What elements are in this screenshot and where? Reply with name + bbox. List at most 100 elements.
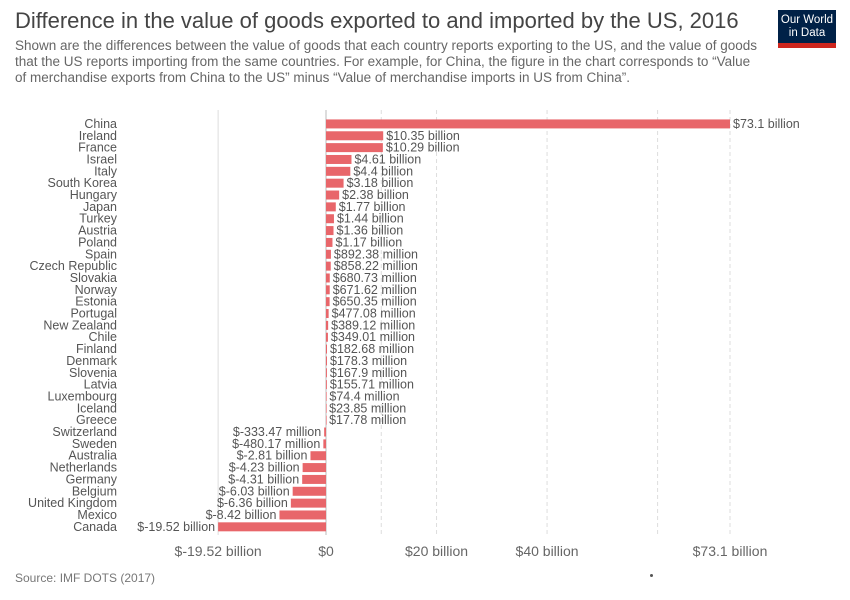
- bar: [326, 178, 344, 188]
- bar: [326, 190, 340, 200]
- category-label: Poland: [78, 235, 117, 249]
- value-label: $17.78 million: [329, 413, 406, 427]
- value-label: $178.3 million: [330, 354, 407, 368]
- x-tick-label: $0: [318, 543, 334, 559]
- bar: [326, 344, 328, 354]
- bar: [326, 119, 730, 129]
- bar-chart: $-19.52 billion $0 $20 billion $40 billion $…: [28, 110, 800, 559]
- bar: [326, 332, 328, 342]
- bar: [302, 463, 326, 473]
- value-label: $-8.42 billion: [206, 508, 277, 522]
- bar: [326, 214, 334, 224]
- bar: [279, 510, 326, 520]
- bar: [292, 486, 326, 496]
- bar: [326, 273, 330, 283]
- value-label: $23.85 million: [329, 401, 406, 415]
- bar: [326, 285, 330, 295]
- category-label: Norway: [75, 283, 118, 297]
- category-label: Italy: [94, 164, 118, 178]
- category-label: Spain: [85, 247, 117, 261]
- bar: [218, 522, 326, 532]
- value-label: $10.29 billion: [386, 141, 460, 155]
- value-label: $-333.47 million: [233, 425, 321, 439]
- chart-subtitle: Shown are the differences between the va…: [15, 38, 757, 85]
- bar: [326, 131, 384, 141]
- value-label: $4.4 billion: [353, 164, 413, 178]
- category-label: Austria: [78, 224, 117, 238]
- category-label: United Kingdom: [28, 496, 117, 510]
- category-label: Mexico: [77, 508, 117, 522]
- value-label: $389.12 million: [331, 318, 415, 332]
- value-label: $182.68 million: [330, 342, 414, 356]
- category-label: Hungary: [70, 188, 118, 202]
- category-label: Latvia: [84, 378, 117, 392]
- value-label: $74.4 million: [329, 389, 399, 403]
- bar: [302, 474, 326, 484]
- bar: [326, 356, 327, 366]
- category-label: Ireland: [79, 129, 117, 143]
- value-label: $-6.03 billion: [219, 484, 290, 498]
- category-label: Sweden: [72, 437, 117, 451]
- bar: [326, 309, 329, 319]
- bar: [326, 415, 327, 425]
- value-label: $4.61 billion: [354, 152, 421, 166]
- category-label: Chile: [89, 330, 118, 344]
- source-note: Source: IMF DOTS (2017): [15, 571, 156, 585]
- x-tick-label: $73.1 billion: [693, 543, 768, 559]
- category-label: New Zealand: [43, 318, 117, 332]
- category-label: Belgium: [72, 484, 117, 498]
- value-label: $-6.36 billion: [217, 496, 288, 510]
- category-label: Australia: [68, 449, 117, 463]
- value-label: $892.38 million: [334, 247, 418, 261]
- value-label: $349.01 million: [331, 330, 415, 344]
- bar: [326, 391, 327, 401]
- category-label: Denmark: [66, 354, 117, 368]
- bar: [326, 261, 331, 271]
- bar: [326, 297, 330, 307]
- value-label: $477.08 million: [332, 307, 416, 321]
- value-label: $1.17 billion: [335, 235, 402, 249]
- value-label: $-4.23 billion: [229, 461, 300, 475]
- category-label: Iceland: [77, 401, 117, 415]
- chart-title: Difference in the value of goods exporte…: [15, 8, 739, 33]
- bar: [324, 427, 326, 437]
- category-label: Estonia: [75, 295, 117, 309]
- bar: [310, 451, 326, 461]
- category-label: Luxembourg: [48, 389, 118, 403]
- bar: [326, 320, 329, 330]
- category-label: Canada: [73, 520, 117, 534]
- category-label: Israel: [86, 152, 117, 166]
- bar: [326, 403, 327, 413]
- bar: [323, 439, 326, 449]
- bar: [326, 380, 327, 390]
- category-label: South Korea: [48, 176, 118, 190]
- owid-logo[interactable]: Our World in Data: [778, 10, 836, 48]
- bar: [326, 202, 336, 212]
- value-label: $-480.17 million: [232, 437, 320, 451]
- logo-line-1: Our World: [780, 14, 834, 26]
- x-tick-label: $-19.52 billion: [175, 543, 262, 559]
- value-label: $650.35 million: [333, 295, 417, 309]
- category-label: France: [78, 141, 117, 155]
- value-label: $10.35 billion: [386, 129, 460, 143]
- category-label: Finland: [76, 342, 117, 356]
- category-label: Germany: [66, 472, 118, 486]
- x-tick-label: $20 billion: [405, 543, 468, 559]
- category-label: Portugal: [70, 307, 117, 321]
- value-label: $167.9 million: [330, 366, 407, 380]
- value-label: $-19.52 billion: [137, 520, 215, 534]
- category-label: Switzerland: [52, 425, 117, 439]
- value-label: $3.18 billion: [347, 176, 414, 190]
- category-label: Netherlands: [50, 461, 117, 475]
- x-tick-label: $40 billion: [516, 543, 579, 559]
- value-label: $671.62 million: [333, 283, 417, 297]
- bar: [326, 166, 351, 176]
- bar: [326, 226, 334, 236]
- category-label: China: [84, 117, 117, 131]
- value-label: $1.44 billion: [337, 212, 404, 226]
- category-label: Slovakia: [70, 271, 117, 285]
- category-label: Slovenia: [69, 366, 117, 380]
- value-label: $-4.31 billion: [228, 472, 299, 486]
- category-label: Turkey: [79, 212, 117, 226]
- category-label: Greece: [76, 413, 117, 427]
